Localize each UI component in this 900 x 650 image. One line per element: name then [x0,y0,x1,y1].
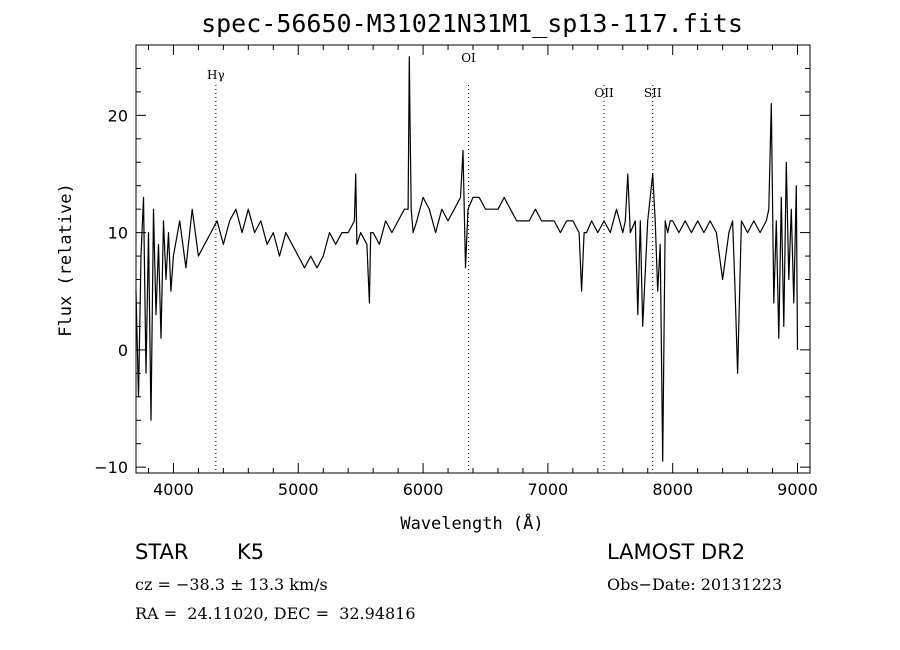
x-tick-label: 4000 [153,480,194,499]
obs-date: Obs−Date: 20131223 [607,575,783,594]
survey-name: LAMOST DR2 [607,540,746,564]
x-tick-label: 6000 [403,480,444,499]
y-tick-label: 20 [108,106,128,125]
line-marker-label: Hγ [207,68,225,82]
x-axis-label: Wavelength (Å) [400,512,543,534]
x-tick-label: 5000 [278,480,319,499]
y-axis-label: Flux (relative) [56,183,76,337]
y-tick-label: 10 [108,224,128,243]
chart-title: spec-56650-M31021N31M1_sp13-117.fits [201,9,743,38]
redshift-cz: cz = −38.3 ± 13.3 km/s [135,575,328,594]
y-tick-label: −10 [94,458,128,477]
x-tick-label: 8000 [652,480,693,499]
plot-frame [135,44,811,474]
x-tick-label: 7000 [528,480,569,499]
line-marker-label: SII [644,86,662,100]
ra-dec-coords: RA = 24.11020, DEC = 32.94816 [135,604,416,623]
line-marker-label: OI [461,51,476,65]
object-subclass: K5 [237,540,265,564]
y-tick-label: 0 [118,341,128,360]
x-tick-label: 9000 [777,480,818,499]
spectrum-line [135,56,799,462]
line-marker-label: OII [594,86,614,100]
object-class: STAR [135,540,189,564]
plot-area: 4000 5000 6000 7000 8000 9000 −10 0 10 20 Hγ OI OII S… [94,44,818,499]
